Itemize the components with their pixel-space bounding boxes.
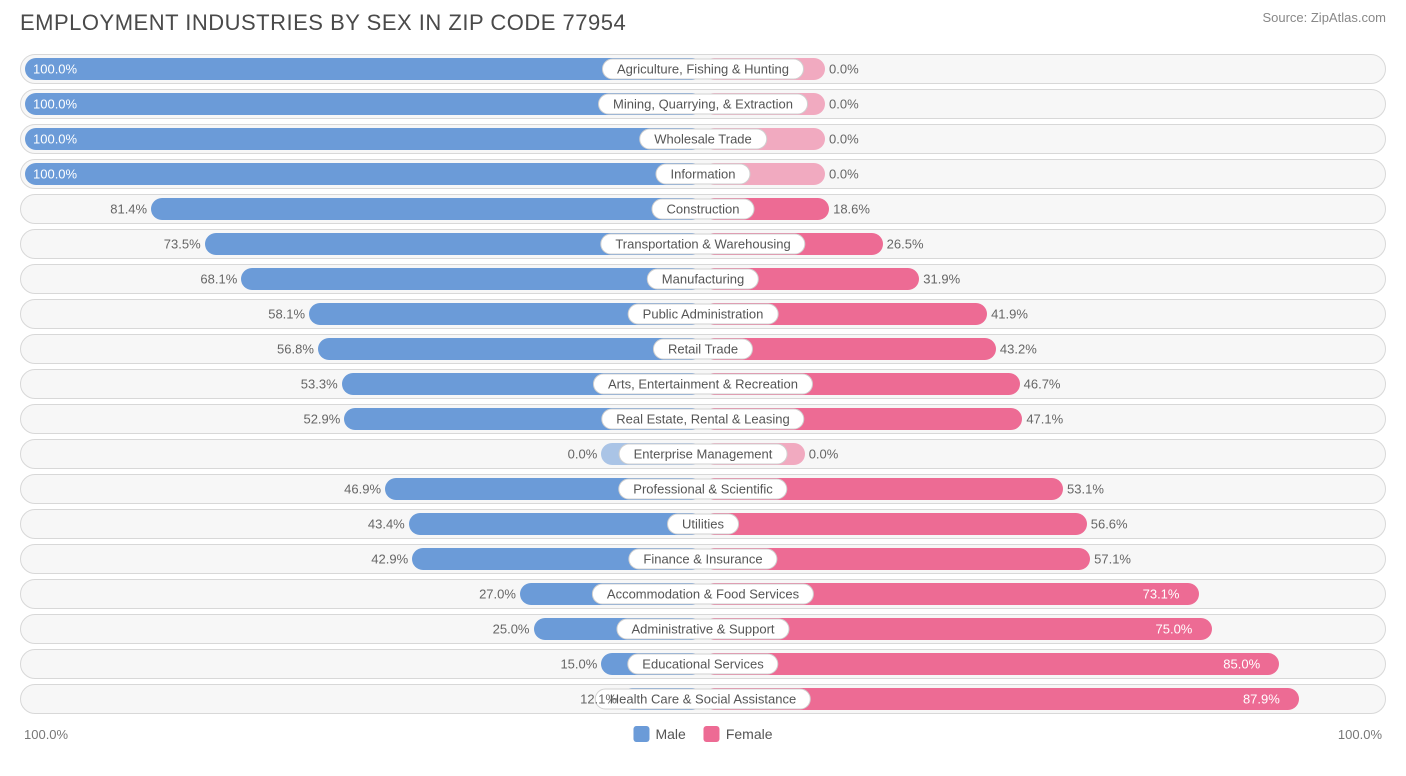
bar-row: Public Administration 58.1% 41.9% <box>20 299 1386 329</box>
category-label: Agriculture, Fishing & Hunting <box>602 59 804 80</box>
bar-male <box>151 198 703 220</box>
bar-row: Enterprise Management 0.0% 0.0% <box>20 439 1386 469</box>
bar-row: Professional & Scientific 46.9% 53.1% <box>20 474 1386 504</box>
chart-footer: 100.0% Male Female 100.0% <box>20 722 1386 746</box>
category-label: Educational Services <box>627 654 778 675</box>
axis-label-right: 100.0% <box>1338 727 1382 742</box>
bar-row: Health Care & Social Assistance12.1% 87.9… <box>20 684 1386 714</box>
pct-male: 25.0% <box>493 622 530 637</box>
bar-female <box>703 653 1279 675</box>
category-label: Professional & Scientific <box>618 479 787 500</box>
category-label: Utilities <box>667 514 739 535</box>
pct-female: 41.9% <box>991 307 1028 322</box>
pct-male: 100.0% <box>33 167 77 182</box>
category-label: Retail Trade <box>653 339 753 360</box>
pct-female: 0.0% <box>829 167 859 182</box>
pct-male: 0.0% <box>568 447 598 462</box>
pct-male: 52.9% <box>303 412 340 427</box>
chart-source: Source: ZipAtlas.com <box>1262 10 1386 25</box>
category-label: Arts, Entertainment & Recreation <box>593 374 813 395</box>
category-label: Information <box>655 164 750 185</box>
pct-male: 15.0% <box>560 657 597 672</box>
pct-female: 57.1% <box>1094 552 1131 567</box>
category-label: Construction <box>652 199 755 220</box>
chart-title: EMPLOYMENT INDUSTRIES BY SEX IN ZIP CODE… <box>20 10 626 36</box>
category-label: Public Administration <box>628 304 779 325</box>
pct-male: 100.0% <box>33 97 77 112</box>
category-label: Wholesale Trade <box>639 129 767 150</box>
pct-female: 73.1% <box>1143 587 1180 602</box>
bar-row: Real Estate, Rental & Leasing 52.9% 47.1% <box>20 404 1386 434</box>
bar-male <box>409 513 703 535</box>
category-label: Mining, Quarrying, & Extraction <box>598 94 808 115</box>
pct-female: 46.7% <box>1024 377 1061 392</box>
bar-row: Mining, Quarrying, & Extraction 100.0% 0.0… <box>20 89 1386 119</box>
bar-row: Manufacturing 68.1% 31.9% <box>20 264 1386 294</box>
bar-male <box>318 338 703 360</box>
bar-row: Information 100.0% 0.0% <box>20 159 1386 189</box>
pct-female: 0.0% <box>809 447 839 462</box>
pct-male: 100.0% <box>33 62 77 77</box>
legend-item-male: Male <box>633 726 685 742</box>
pct-male: 73.5% <box>164 237 201 252</box>
bar-row: Administrative & Support 25.0% 75.0% <box>20 614 1386 644</box>
pct-female: 0.0% <box>829 132 859 147</box>
pct-female: 18.6% <box>833 202 870 217</box>
axis-label-left: 100.0% <box>24 727 68 742</box>
legend-label-male: Male <box>655 726 685 742</box>
bar-row: Transportation & Warehousing 73.5% 26.5% <box>20 229 1386 259</box>
bar-male <box>25 163 703 185</box>
pct-female: 53.1% <box>1067 482 1104 497</box>
category-label: Finance & Insurance <box>628 549 777 570</box>
pct-female: 75.0% <box>1156 622 1193 637</box>
pct-female: 85.0% <box>1223 657 1260 672</box>
category-label: Real Estate, Rental & Leasing <box>601 409 804 430</box>
bar-male <box>241 268 703 290</box>
pct-male: 53.3% <box>301 377 338 392</box>
pct-male: 58.1% <box>268 307 305 322</box>
pct-male: 81.4% <box>110 202 147 217</box>
category-label: Manufacturing <box>647 269 759 290</box>
category-label: Administrative & Support <box>616 619 789 640</box>
pct-female: 26.5% <box>887 237 924 252</box>
bar-row: Retail Trade 56.8% 43.2% <box>20 334 1386 364</box>
pct-male: 46.9% <box>344 482 381 497</box>
bar-row: Utilities 43.4% 56.6% <box>20 509 1386 539</box>
pct-female: 43.2% <box>1000 342 1037 357</box>
category-label: Health Care & Social Assistance <box>595 689 811 710</box>
category-label: Enterprise Management <box>619 444 788 465</box>
pct-female: 31.9% <box>923 272 960 287</box>
legend: Male Female <box>633 726 772 742</box>
pct-female: 0.0% <box>829 97 859 112</box>
pct-male: 100.0% <box>33 132 77 147</box>
pct-female: 0.0% <box>829 62 859 77</box>
pct-male: 42.9% <box>371 552 408 567</box>
pct-male: 43.4% <box>368 517 405 532</box>
pct-male: 27.0% <box>479 587 516 602</box>
swatch-female <box>704 726 720 742</box>
bar-row: Arts, Entertainment & Recreation 53.3% 46.… <box>20 369 1386 399</box>
pct-male: 68.1% <box>200 272 237 287</box>
legend-item-female: Female <box>704 726 773 742</box>
pct-male: 12.1% <box>580 692 617 707</box>
bar-row: Finance & Insurance 42.9% 57.1% <box>20 544 1386 574</box>
swatch-male <box>633 726 649 742</box>
legend-label-female: Female <box>726 726 773 742</box>
bar-row: Wholesale Trade 100.0% 0.0% <box>20 124 1386 154</box>
category-label: Accommodation & Food Services <box>592 584 814 605</box>
diverging-bar-chart: Agriculture, Fishing & Hunting 100.0% 0.0%… <box>20 54 1386 714</box>
pct-male: 56.8% <box>277 342 314 357</box>
chart-header: EMPLOYMENT INDUSTRIES BY SEX IN ZIP CODE… <box>20 10 1386 36</box>
bar-male <box>25 128 703 150</box>
bar-row: Construction 81.4% 18.6% <box>20 194 1386 224</box>
bar-female <box>703 513 1087 535</box>
bar-row: Educational Services 15.0% 85.0% <box>20 649 1386 679</box>
bar-row: Agriculture, Fishing & Hunting 100.0% 0.0% <box>20 54 1386 84</box>
pct-female: 87.9% <box>1243 692 1280 707</box>
pct-female: 56.6% <box>1091 517 1128 532</box>
bar-row: Accommodation & Food Services 27.0% 73.1% <box>20 579 1386 609</box>
category-label: Transportation & Warehousing <box>600 234 805 255</box>
pct-female: 47.1% <box>1026 412 1063 427</box>
